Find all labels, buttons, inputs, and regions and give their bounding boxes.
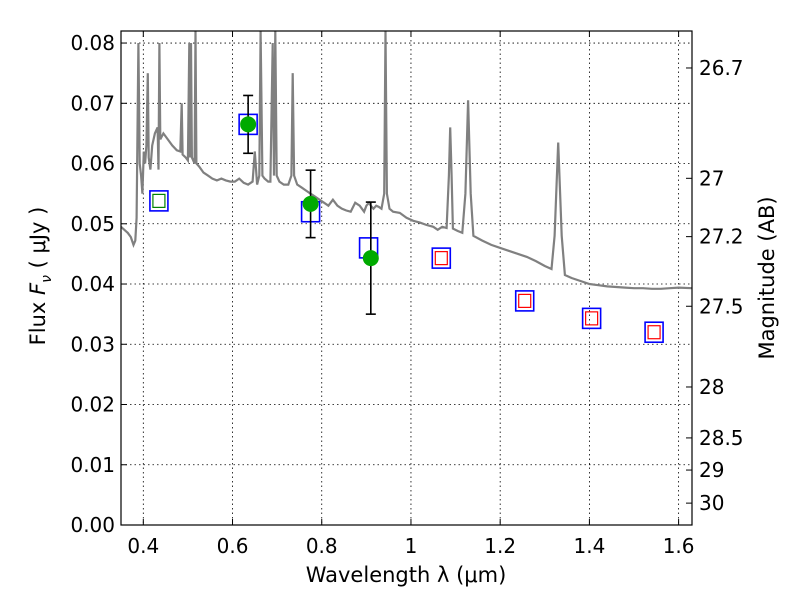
observed-photometry-points xyxy=(240,94,379,315)
y-axis-label-subscript: ν xyxy=(39,275,55,283)
model-photometry-square xyxy=(644,321,664,344)
right-tick-label: 29 xyxy=(699,458,724,482)
y-tick-label: 0.01 xyxy=(70,453,115,477)
model-photometry-square xyxy=(431,247,452,269)
right-tick-label: 27.2 xyxy=(699,225,744,249)
y-tick-label: 0.00 xyxy=(70,513,115,537)
y-tick-label: 0.02 xyxy=(70,393,115,417)
right-tick-label: 27 xyxy=(699,166,724,190)
y-tick-label: 0.04 xyxy=(70,272,115,296)
x-axis-label: Wavelength λ (μm) xyxy=(306,563,507,587)
data-series xyxy=(121,31,692,344)
y-axis-ticks: 0.00 0.01 0.02 0.03 0.04 0.05 0.06 0.07 0.08 xyxy=(70,31,127,537)
model-photometry-inner-square xyxy=(647,325,661,340)
model-photometry-inner-square xyxy=(518,293,532,308)
model-photometry-inner-square xyxy=(152,193,166,208)
x-tick-label: 1.6 xyxy=(663,534,695,558)
y-tick-label: 0.03 xyxy=(70,332,115,356)
y-tick-label: 0.06 xyxy=(70,152,115,176)
model-spectrum-line xyxy=(121,31,692,290)
grid-lines xyxy=(121,31,692,526)
x-tick-label: 0.8 xyxy=(306,534,338,558)
model-photometry-square xyxy=(514,290,535,312)
model-photometry-markers xyxy=(149,113,664,344)
observed-point xyxy=(302,195,319,212)
x-tick-label: 0.6 xyxy=(217,534,249,558)
observed-point xyxy=(362,250,379,267)
right-tick-label: 27.5 xyxy=(699,294,744,318)
x-axis-ticks: 0.4 0.6 0.8 1 1.2 1.4 1.6 xyxy=(127,31,695,558)
x-tick-label: 1 xyxy=(405,534,418,558)
model-photometry-inner-square xyxy=(434,251,448,266)
right-tick-label: 28 xyxy=(699,375,724,399)
y-axis-label-text: Flux xyxy=(26,295,50,345)
y-axis-label-symbol: F xyxy=(26,282,50,295)
y-tick-label: 0.08 xyxy=(70,31,115,55)
x-tick-label: 1.4 xyxy=(573,534,605,558)
right-tick-label: 30 xyxy=(699,491,724,515)
right-tick-label: 28.5 xyxy=(699,426,744,450)
right-axis-ticks: 26.7 27 27.2 27.5 28 28.5 29 30 xyxy=(686,56,744,515)
y-axis-label-unit: ( μJy ) xyxy=(26,207,50,275)
y-axis-label: Flux Fν ( μJy ) xyxy=(26,207,55,346)
observed-point xyxy=(240,116,257,133)
y-tick-label: 0.07 xyxy=(70,91,115,115)
right-axis-label: Magnitude (AB) xyxy=(755,196,779,359)
model-photometry-inner-square xyxy=(585,311,599,326)
model-photometry-square xyxy=(149,190,169,212)
model-photometry-square xyxy=(581,307,602,330)
y-tick-label: 0.05 xyxy=(70,212,115,236)
x-tick-label: 1.2 xyxy=(484,534,516,558)
plot-frame xyxy=(120,30,693,526)
x-tick-label: 0.4 xyxy=(127,534,159,558)
right-tick-label: 26.7 xyxy=(699,56,744,80)
